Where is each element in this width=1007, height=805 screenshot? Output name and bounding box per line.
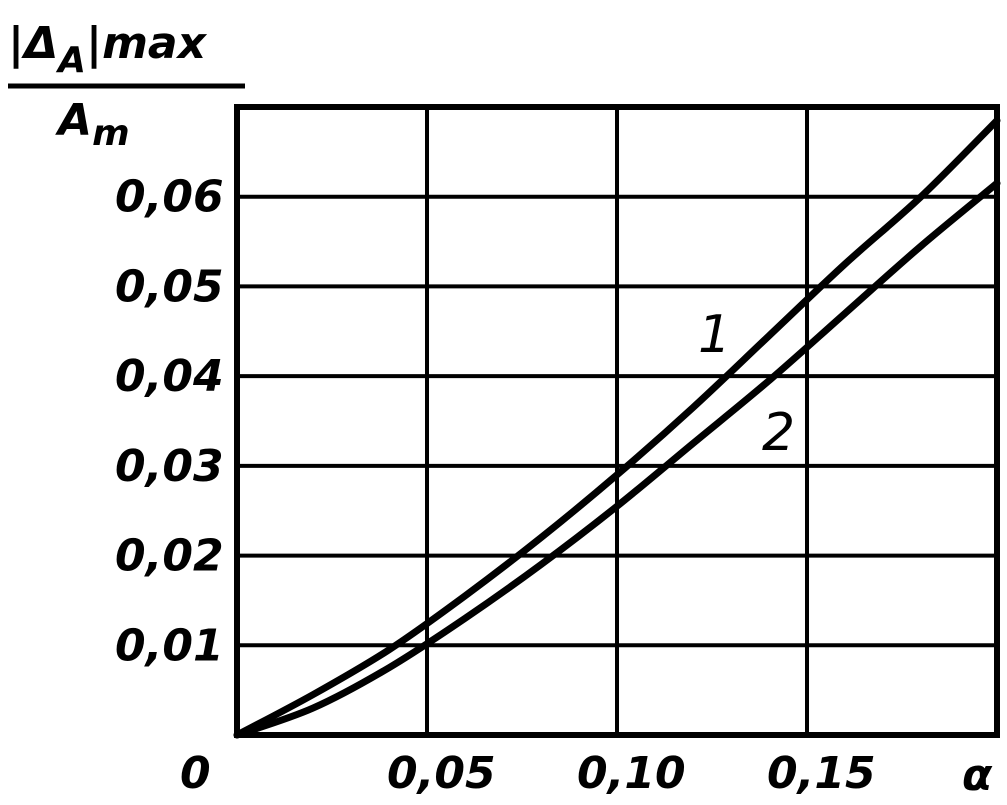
y-tick-label: 0,03 — [115, 441, 224, 492]
x-tick-label: 0,10 — [577, 748, 686, 799]
y-tick-label: 0,04 — [115, 351, 224, 402]
y-axis-label-denominator: Am — [55, 95, 130, 154]
series-label-2: 2 — [762, 403, 795, 463]
series-label-1: 1 — [698, 305, 731, 365]
y-tick-label: 0,05 — [115, 261, 224, 312]
plot-frame — [234, 104, 1000, 738]
y-axis-label: |ΔA|max Am — [8, 18, 245, 154]
y-tick-label: 0,02 — [115, 531, 224, 582]
grid — [237, 107, 997, 735]
y-axis-label-numerator: |ΔA|max — [8, 18, 208, 81]
axis-labels: α |ΔA|max Am 12 — [8, 18, 993, 801]
x-tick-label: 0,15 — [767, 748, 876, 799]
series-layer — [233, 116, 1001, 739]
series-line-1 — [233, 116, 1001, 739]
y-tick-label: 0,01 — [115, 620, 224, 671]
origin-label: 0 — [180, 748, 211, 799]
x-tick-label: 0,05 — [387, 748, 496, 799]
y-tick-label: 0,06 — [115, 172, 224, 223]
x-axis-label: α — [962, 750, 993, 801]
series-line-2 — [233, 179, 1001, 739]
tick-labels: 0,05 0,10 0,15 0,01 0,02 0,03 0,04 0,05 0,06 0 — [115, 172, 876, 799]
